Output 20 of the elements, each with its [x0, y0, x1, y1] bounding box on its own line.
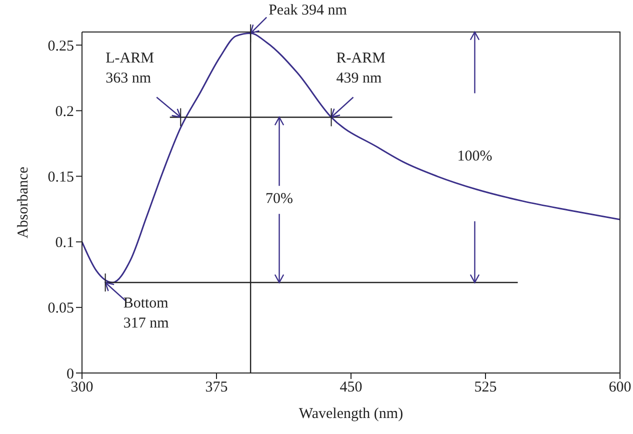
x-axis-title: Wavelength (nm) [298, 406, 404, 422]
y-tick-label: 0 [66, 366, 74, 382]
annotation: 100% [457, 148, 492, 165]
x-tick-label: 300 [70, 380, 94, 396]
x-tick-label: 375 [205, 380, 228, 396]
annotation: L-ARM 363 nm [106, 50, 154, 87]
x-tick-label: 525 [474, 380, 497, 396]
y-tick-label: 0.1 [55, 235, 74, 252]
line-series [82, 32, 620, 284]
y-tick-label: 0.15 [48, 170, 74, 186]
y-tick-label: 0.25 [48, 38, 74, 54]
y-axis-title: Absorbance [15, 166, 32, 238]
y-tick-label: 0.2 [55, 104, 74, 120]
annotation: 70% [266, 191, 294, 208]
annotation: R-ARM 439 nm [336, 50, 386, 87]
annotation: Bottom 317 nm [123, 296, 170, 332]
annotation: Peak 394 nm [268, 2, 348, 19]
y-tick-label: 0.05 [48, 300, 74, 317]
x-tick-label: 450 [340, 380, 362, 396]
x-tick-label: 600 [608, 380, 632, 396]
